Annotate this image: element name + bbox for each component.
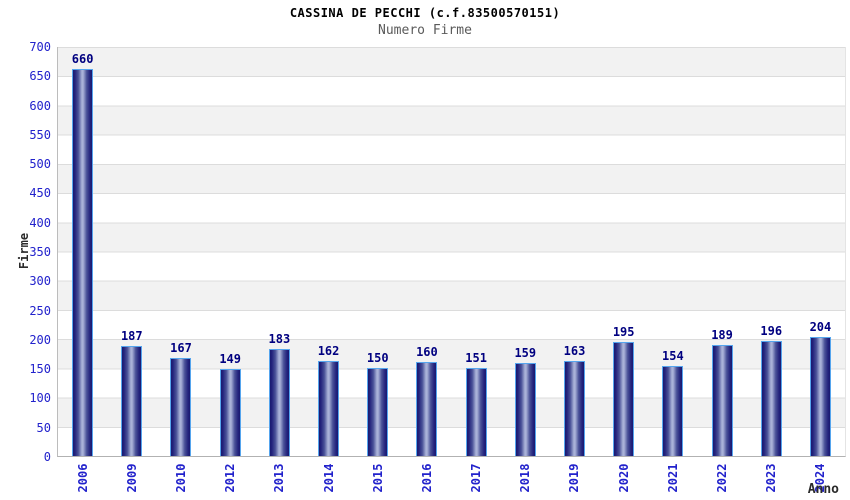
chart-title: CASSINA DE PECCHI (c.f.83500570151) (289, 6, 561, 20)
x-tick-label: 2020 (616, 463, 631, 493)
bar-value-label: 196 (760, 324, 783, 339)
bar-value-label: 151 (465, 350, 487, 365)
y-tick-label: 700 (29, 40, 51, 54)
bars-row: 660 2006 187 2009 167 2010 149 2012 183 2013 162 20… (58, 47, 845, 493)
bar-slot-2024: 204 2024 (796, 47, 845, 493)
bar-2022[interactable] (711, 345, 733, 456)
plot-area: 660 2006 187 2009 167 2010 149 2012 183 2013 162 20… (57, 47, 846, 493)
bar-slot-2021: 154 2021 (648, 47, 697, 493)
y-tick-label: 100 (29, 391, 51, 406)
bar-2010[interactable] (170, 358, 192, 456)
bar-2021[interactable] (662, 365, 684, 456)
x-tick-label: 2014 (321, 463, 336, 493)
bar-slot-2019: 163 2019 (550, 47, 599, 493)
bar-value-label: 183 (268, 331, 291, 346)
bar-value-label: 149 (219, 351, 241, 366)
y-tick-label: 300 (29, 274, 51, 289)
y-tick-label: 150 (29, 362, 51, 377)
bar-value-label: 187 (120, 329, 143, 344)
bar-2020[interactable] (613, 341, 635, 456)
x-axis-title: Anno (807, 482, 839, 497)
bar-2017[interactable] (465, 367, 487, 456)
bar-slot-2022: 189 2022 (697, 47, 746, 492)
bar-value-label: 160 (416, 345, 438, 360)
bar-value-label: 189 (711, 328, 733, 343)
x-tick-label: 2009 (124, 463, 139, 493)
bar-value-label: 150 (366, 351, 389, 366)
x-tick-label: 2015 (370, 463, 385, 493)
bar-2014[interactable] (318, 361, 340, 456)
bar-value-label: 162 (317, 344, 340, 359)
x-tick-label: 2016 (419, 463, 434, 493)
x-tick-label: 2018 (518, 463, 533, 493)
y-tick-label: 500 (29, 157, 51, 172)
x-tick-label: 2012 (223, 463, 238, 493)
y-axis-title: Firme (17, 232, 31, 270)
bar-value-label: 204 (809, 319, 832, 334)
bar-slot-2018: 159 2018 (501, 47, 550, 493)
bar-value-label: 154 (662, 348, 684, 363)
bar-2024[interactable] (809, 336, 831, 456)
x-tick-label: 2023 (764, 463, 779, 493)
bar-2019[interactable] (563, 360, 585, 456)
bar-2016[interactable] (416, 362, 438, 456)
bar-value-label: 159 (514, 345, 537, 360)
bar-slot-2017: 151 2017 (452, 47, 501, 493)
bar-2023[interactable] (760, 341, 782, 456)
y-tick-label: 50 (36, 420, 51, 435)
bar-slot-2009: 187 2009 (107, 47, 156, 492)
bar-value-label: 167 (170, 341, 192, 356)
y-tick-label: 400 (29, 215, 51, 230)
x-tick-label: 2022 (715, 463, 730, 493)
x-tick-label: 2006 (75, 463, 90, 493)
bar-value-label: 660 (71, 52, 94, 67)
bar-slot-2014: 162 2014 (304, 47, 353, 492)
y-tick-label: 200 (29, 332, 51, 347)
bar-2009[interactable] (121, 346, 143, 456)
x-tick-label: 2019 (567, 463, 582, 493)
y-tick-label: 450 (29, 186, 51, 201)
y-tick-label: 350 (29, 245, 51, 259)
bar-slot-2013: 183 2013 (255, 47, 304, 493)
x-tick-label: 2013 (272, 463, 287, 493)
y-tick-label: 650 (29, 69, 51, 84)
bar-value-label: 195 (612, 324, 635, 339)
bar-value-label: 163 (563, 343, 586, 358)
y-axis: 0 50 100 150 200 250 300 350 400 450 500 550 600 650 7… (0, 40, 51, 464)
bar-slot-2010: 167 2010 (156, 47, 205, 492)
y-tick-label: 550 (29, 127, 51, 142)
x-tick-label: 2010 (173, 463, 188, 493)
bar-2013[interactable] (268, 348, 290, 456)
bar-2012[interactable] (219, 368, 241, 456)
y-tick-label: 250 (29, 303, 51, 318)
x-tick-label: 2017 (469, 463, 484, 493)
bar-slot-2016: 160 2016 (402, 47, 451, 492)
bar-2006[interactable] (72, 69, 94, 456)
bar-slot-2015: 150 2015 (353, 47, 402, 492)
bar-2018[interactable] (514, 362, 536, 456)
bar-slot-2012: 149 2012 (206, 47, 255, 493)
x-tick-label: 2021 (665, 463, 680, 493)
bar-slot-2006: 660 2006 (58, 47, 107, 492)
y-tick-label: 0 (43, 450, 51, 464)
y-tick-label: 600 (29, 98, 51, 113)
bar-slot-2020: 195 2020 (599, 47, 648, 493)
bar-2015[interactable] (367, 368, 389, 456)
chart-subtitle: Numero Firme (378, 23, 472, 38)
bar-slot-2023: 196 2023 (747, 47, 796, 492)
